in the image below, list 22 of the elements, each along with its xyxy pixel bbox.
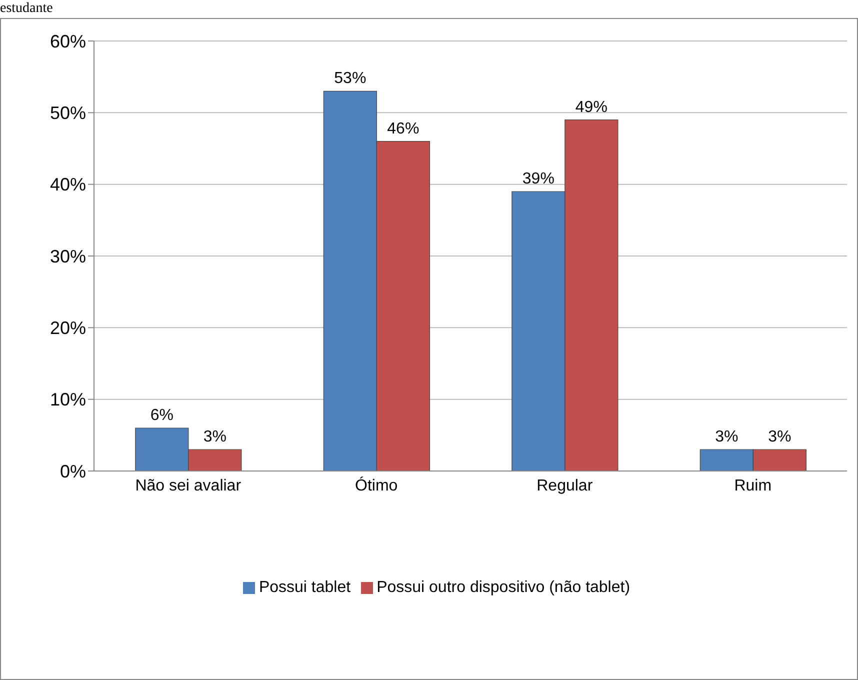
x-tick-label: Não sei avaliar bbox=[135, 477, 242, 494]
y-tick-label: 50% bbox=[50, 103, 86, 124]
x-tick-label: Regular bbox=[536, 477, 594, 494]
y-tick-label: 0% bbox=[60, 461, 86, 482]
data-label: 46% bbox=[387, 120, 420, 138]
y-tick-label: 60% bbox=[50, 31, 86, 52]
legend-label: Possui outro dispositivo (não tablet) bbox=[376, 579, 630, 596]
legend-label: Possui tablet bbox=[258, 579, 351, 596]
y-tick-label: 20% bbox=[50, 318, 86, 338]
y-tick-label: 10% bbox=[50, 390, 86, 410]
data-label: 3% bbox=[203, 428, 226, 446]
chart-title: estudante bbox=[0, 0, 53, 17]
data-label: 39% bbox=[522, 170, 554, 188]
data-label: 3% bbox=[768, 428, 792, 446]
data-label: 53% bbox=[334, 70, 366, 88]
x-tick-label: Ótimo bbox=[355, 476, 398, 494]
x-tick-label: Ruim bbox=[734, 477, 772, 494]
y-tick-label: 30% bbox=[50, 246, 86, 266]
y-tick-label: 40% bbox=[50, 174, 86, 195]
data-label: 6% bbox=[150, 407, 174, 424]
data-label: 3% bbox=[715, 428, 738, 446]
data-label: 49% bbox=[575, 98, 608, 116]
